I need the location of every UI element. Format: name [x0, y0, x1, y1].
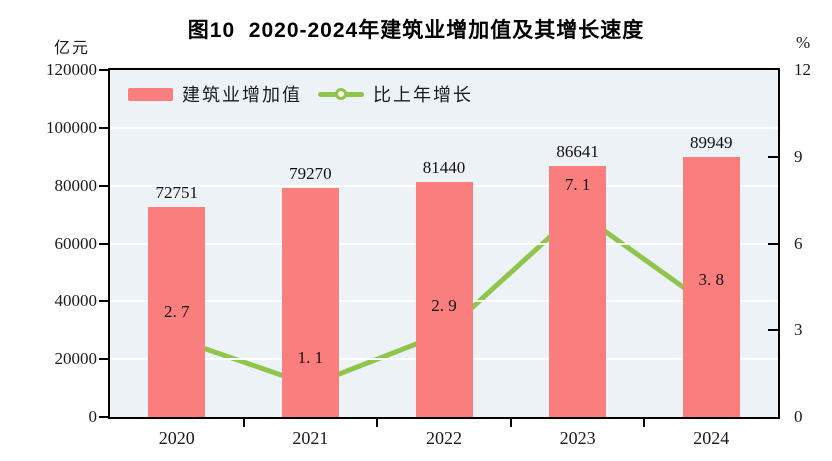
x-axis-tick — [643, 419, 646, 427]
bar-2022 — [415, 181, 473, 417]
x-axis-tick — [242, 419, 245, 427]
grid-line — [110, 126, 778, 129]
left-axis-tick — [99, 69, 108, 71]
left-axis-tick — [99, 358, 108, 361]
point-value-label: 2. 7 — [164, 301, 190, 321]
y-axis-label-left: 20000 — [54, 349, 98, 369]
right-axis-tick — [768, 242, 778, 245]
y-axis-label-right: 6 — [794, 233, 803, 253]
bar-value-label: 79270 — [289, 163, 332, 183]
x-axis-tick — [376, 419, 379, 427]
bar-series-swatch-icon — [128, 87, 173, 101]
right-axis-tick — [768, 329, 778, 332]
x-axis-tick — [509, 419, 512, 427]
point-value-label: 2. 9 — [431, 296, 457, 316]
y-axis-label-left: 60000 — [54, 233, 98, 253]
left-axis-tick — [99, 300, 108, 303]
x-axis-label: 2024 — [693, 428, 730, 448]
legend-label: 比上年增长 — [373, 85, 473, 105]
bar-value-label: 86641 — [556, 142, 599, 162]
line-series-swatch-icon — [318, 87, 364, 101]
y-axis-label-left: 40000 — [54, 291, 98, 311]
legend: 建筑业增加值 比上年增长 — [128, 83, 473, 105]
point-value-label: 7. 1 — [564, 174, 591, 194]
bar-value-label: 81440 — [422, 157, 466, 177]
chart-title: 图10 2020-2024年建筑业增加值及其增长速度 — [187, 19, 645, 42]
y-axis-label-right: 9 — [794, 146, 803, 166]
left-axis-tick — [99, 242, 108, 245]
left-axis-tick — [99, 184, 108, 187]
right-axis-tick — [768, 155, 778, 158]
bar-2023 — [549, 166, 607, 417]
bar-value-label: 72751 — [155, 182, 199, 202]
bar-2021 — [281, 187, 339, 417]
y-axis-label-right: 0 — [794, 407, 803, 426]
left-axis-tick — [99, 126, 108, 129]
y-axis-label-right: 3 — [794, 320, 803, 340]
bar-2024 — [682, 156, 740, 417]
left-axis-tick — [99, 416, 108, 418]
bar-2020 — [148, 206, 206, 417]
y-axis-label-left: 0 — [88, 407, 98, 426]
x-axis-label: 2021 — [292, 428, 329, 448]
left-axis-unit-label: 亿元 — [54, 40, 91, 57]
y-axis-label-left: 120000 — [46, 60, 97, 79]
y-axis-label-left: 80000 — [54, 175, 98, 195]
y-axis-label-left: 100000 — [46, 117, 97, 137]
legend-item-line-series: 比上年增长 — [318, 81, 473, 107]
right-axis-unit-label: % — [796, 33, 811, 52]
x-axis-label: 2020 — [158, 428, 195, 448]
legend-item-bar-series: 建筑业增加值 — [128, 81, 302, 107]
x-axis-label: 2023 — [559, 428, 596, 448]
bar-value-label: 89949 — [689, 132, 733, 152]
point-value-label: 1. 1 — [297, 348, 324, 368]
x-axis-label: 2022 — [426, 428, 462, 448]
legend-label: 建筑业增加值 — [182, 85, 302, 105]
plot-area: 建筑业增加值 比上年增长 — [108, 68, 780, 419]
point-value-label: 3. 8 — [698, 270, 724, 290]
y-axis-label-right: 12 — [794, 60, 811, 79]
